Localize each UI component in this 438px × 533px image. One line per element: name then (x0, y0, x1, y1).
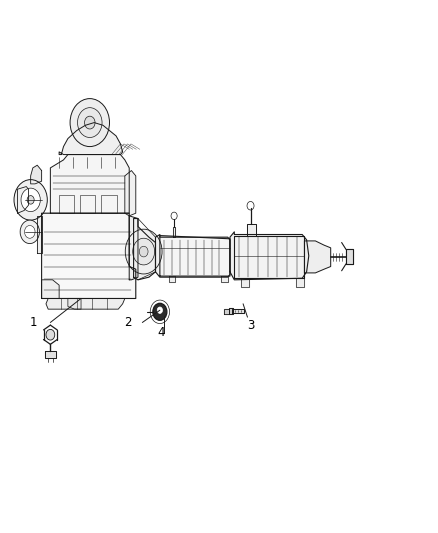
Circle shape (21, 188, 40, 212)
Polygon shape (101, 195, 117, 213)
Polygon shape (46, 298, 125, 309)
Polygon shape (42, 213, 136, 298)
Polygon shape (18, 187, 28, 213)
Polygon shape (247, 224, 256, 236)
Polygon shape (234, 236, 304, 278)
Polygon shape (296, 278, 304, 287)
Circle shape (27, 196, 34, 204)
Circle shape (139, 246, 148, 257)
Polygon shape (304, 241, 331, 273)
Text: 4: 4 (158, 326, 165, 339)
Polygon shape (160, 236, 230, 276)
Text: 2: 2 (124, 316, 131, 329)
Polygon shape (59, 195, 74, 213)
Text: 1: 1 (30, 316, 37, 329)
Circle shape (25, 225, 35, 238)
Text: 3: 3 (247, 319, 255, 332)
Circle shape (70, 99, 110, 147)
Circle shape (247, 201, 254, 210)
Circle shape (153, 303, 167, 320)
Polygon shape (125, 171, 136, 216)
Polygon shape (31, 165, 42, 184)
Polygon shape (134, 219, 155, 280)
Polygon shape (346, 249, 353, 264)
Polygon shape (50, 155, 129, 213)
Polygon shape (232, 309, 244, 313)
Polygon shape (45, 351, 56, 358)
Polygon shape (173, 227, 175, 237)
Circle shape (78, 108, 102, 138)
Circle shape (20, 220, 39, 244)
Polygon shape (241, 278, 249, 287)
Circle shape (46, 329, 55, 340)
Polygon shape (224, 309, 229, 314)
Polygon shape (68, 298, 81, 309)
Polygon shape (80, 195, 95, 213)
Circle shape (125, 229, 162, 274)
Circle shape (171, 212, 177, 220)
Circle shape (157, 307, 162, 313)
Polygon shape (230, 232, 309, 280)
Polygon shape (221, 276, 228, 282)
Circle shape (14, 180, 47, 220)
Polygon shape (169, 276, 175, 282)
Polygon shape (37, 216, 42, 253)
Polygon shape (59, 123, 123, 155)
Circle shape (133, 238, 155, 265)
Circle shape (85, 116, 95, 129)
Polygon shape (229, 308, 233, 314)
Polygon shape (155, 235, 230, 277)
Polygon shape (129, 216, 138, 280)
Polygon shape (42, 280, 59, 298)
